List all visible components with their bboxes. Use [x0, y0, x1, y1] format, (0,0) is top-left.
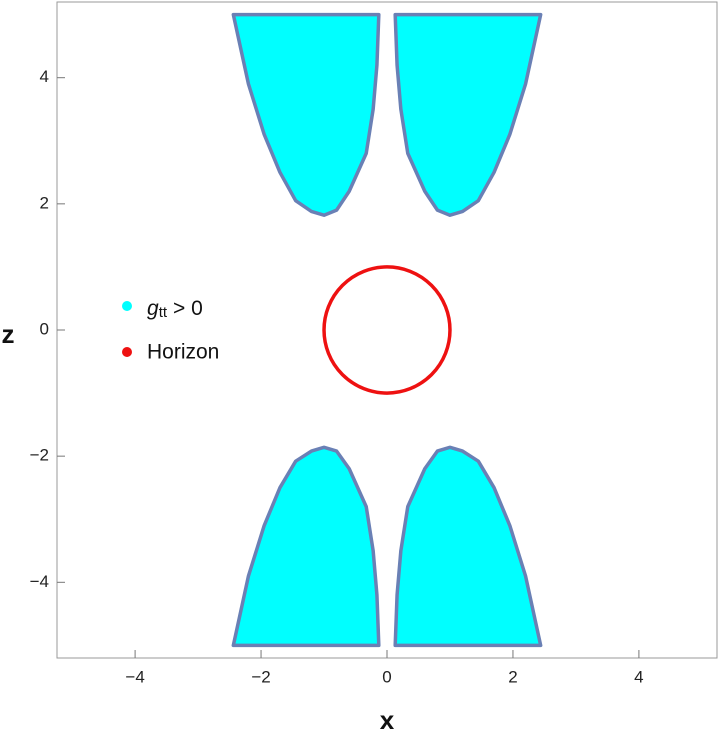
y-tick-label: 2 [40, 193, 49, 212]
x-tick-label: 2 [508, 667, 517, 686]
y-tick-label: 0 [40, 319, 49, 338]
x-axis-title: x [380, 705, 395, 735]
legend-label: Horizon [147, 341, 219, 364]
legend-marker [122, 301, 132, 311]
legend-label-rest: > 0 [173, 297, 203, 320]
x-tick-label: −4 [125, 667, 144, 686]
x-tick-label: 0 [382, 667, 391, 686]
region [393, 445, 543, 648]
legend-label-sub: tt [159, 304, 168, 321]
legend-label: gtt > 0 [147, 297, 203, 321]
y-tick-label: −2 [30, 446, 49, 465]
legend: gtt > 0 Horizon [122, 297, 219, 364]
x-tick-label: −2 [251, 667, 270, 686]
legend-label-base: g [147, 297, 159, 320]
legend-marker [122, 347, 132, 357]
region [231, 445, 381, 648]
y-tick-label: 4 [40, 67, 49, 86]
region [231, 12, 381, 217]
y-axis-title: z [2, 319, 15, 349]
horizon [322, 265, 452, 395]
region [393, 12, 543, 217]
y-tick-label: −4 [30, 572, 49, 591]
plot-frame [56, 1, 718, 659]
x-tick-label: 4 [634, 667, 643, 686]
